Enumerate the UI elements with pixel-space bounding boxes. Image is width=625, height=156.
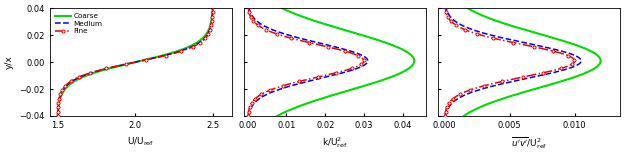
Coarse	[207, 24, 214, 26]
Fine	[209, 17, 216, 19]
Coarse	[170, 51, 177, 53]
Coarse	[208, 17, 216, 19]
Fine	[54, 115, 61, 117]
Legend: Coarse, Medium, Fine: Coarse, Medium, Fine	[53, 12, 104, 36]
Medium	[174, 51, 181, 53]
X-axis label: U/U$_{\rm ref}$: U/U$_{\rm ref}$	[127, 135, 154, 148]
Line: Coarse: Coarse	[58, 8, 213, 116]
X-axis label: $\overline{u^\prime v^\prime}$/U$^{2}_{\rm ref}$: $\overline{u^\prime v^\prime}$/U$^{2}_{\…	[511, 135, 548, 151]
Line: Fine: Fine	[56, 7, 214, 117]
Medium	[173, 51, 180, 53]
Fine	[209, 7, 216, 9]
X-axis label: k/U$^{2}_{\rm ref}$: k/U$^{2}_{\rm ref}$	[322, 135, 348, 150]
Coarse	[177, 49, 184, 51]
Line: Medium: Medium	[58, 8, 213, 116]
Medium	[208, 17, 216, 19]
Fine	[174, 51, 181, 53]
Coarse	[171, 51, 179, 53]
Medium	[208, 24, 215, 26]
Fine	[208, 24, 215, 26]
Fine	[175, 51, 182, 53]
Fine	[54, 115, 61, 117]
Y-axis label: y/x: y/x	[5, 55, 14, 69]
Medium	[209, 7, 216, 9]
Medium	[54, 115, 61, 117]
Coarse	[54, 115, 62, 117]
Medium	[54, 115, 61, 117]
Medium	[179, 49, 187, 51]
Coarse	[54, 115, 62, 117]
Coarse	[209, 7, 216, 9]
Fine	[181, 49, 188, 51]
